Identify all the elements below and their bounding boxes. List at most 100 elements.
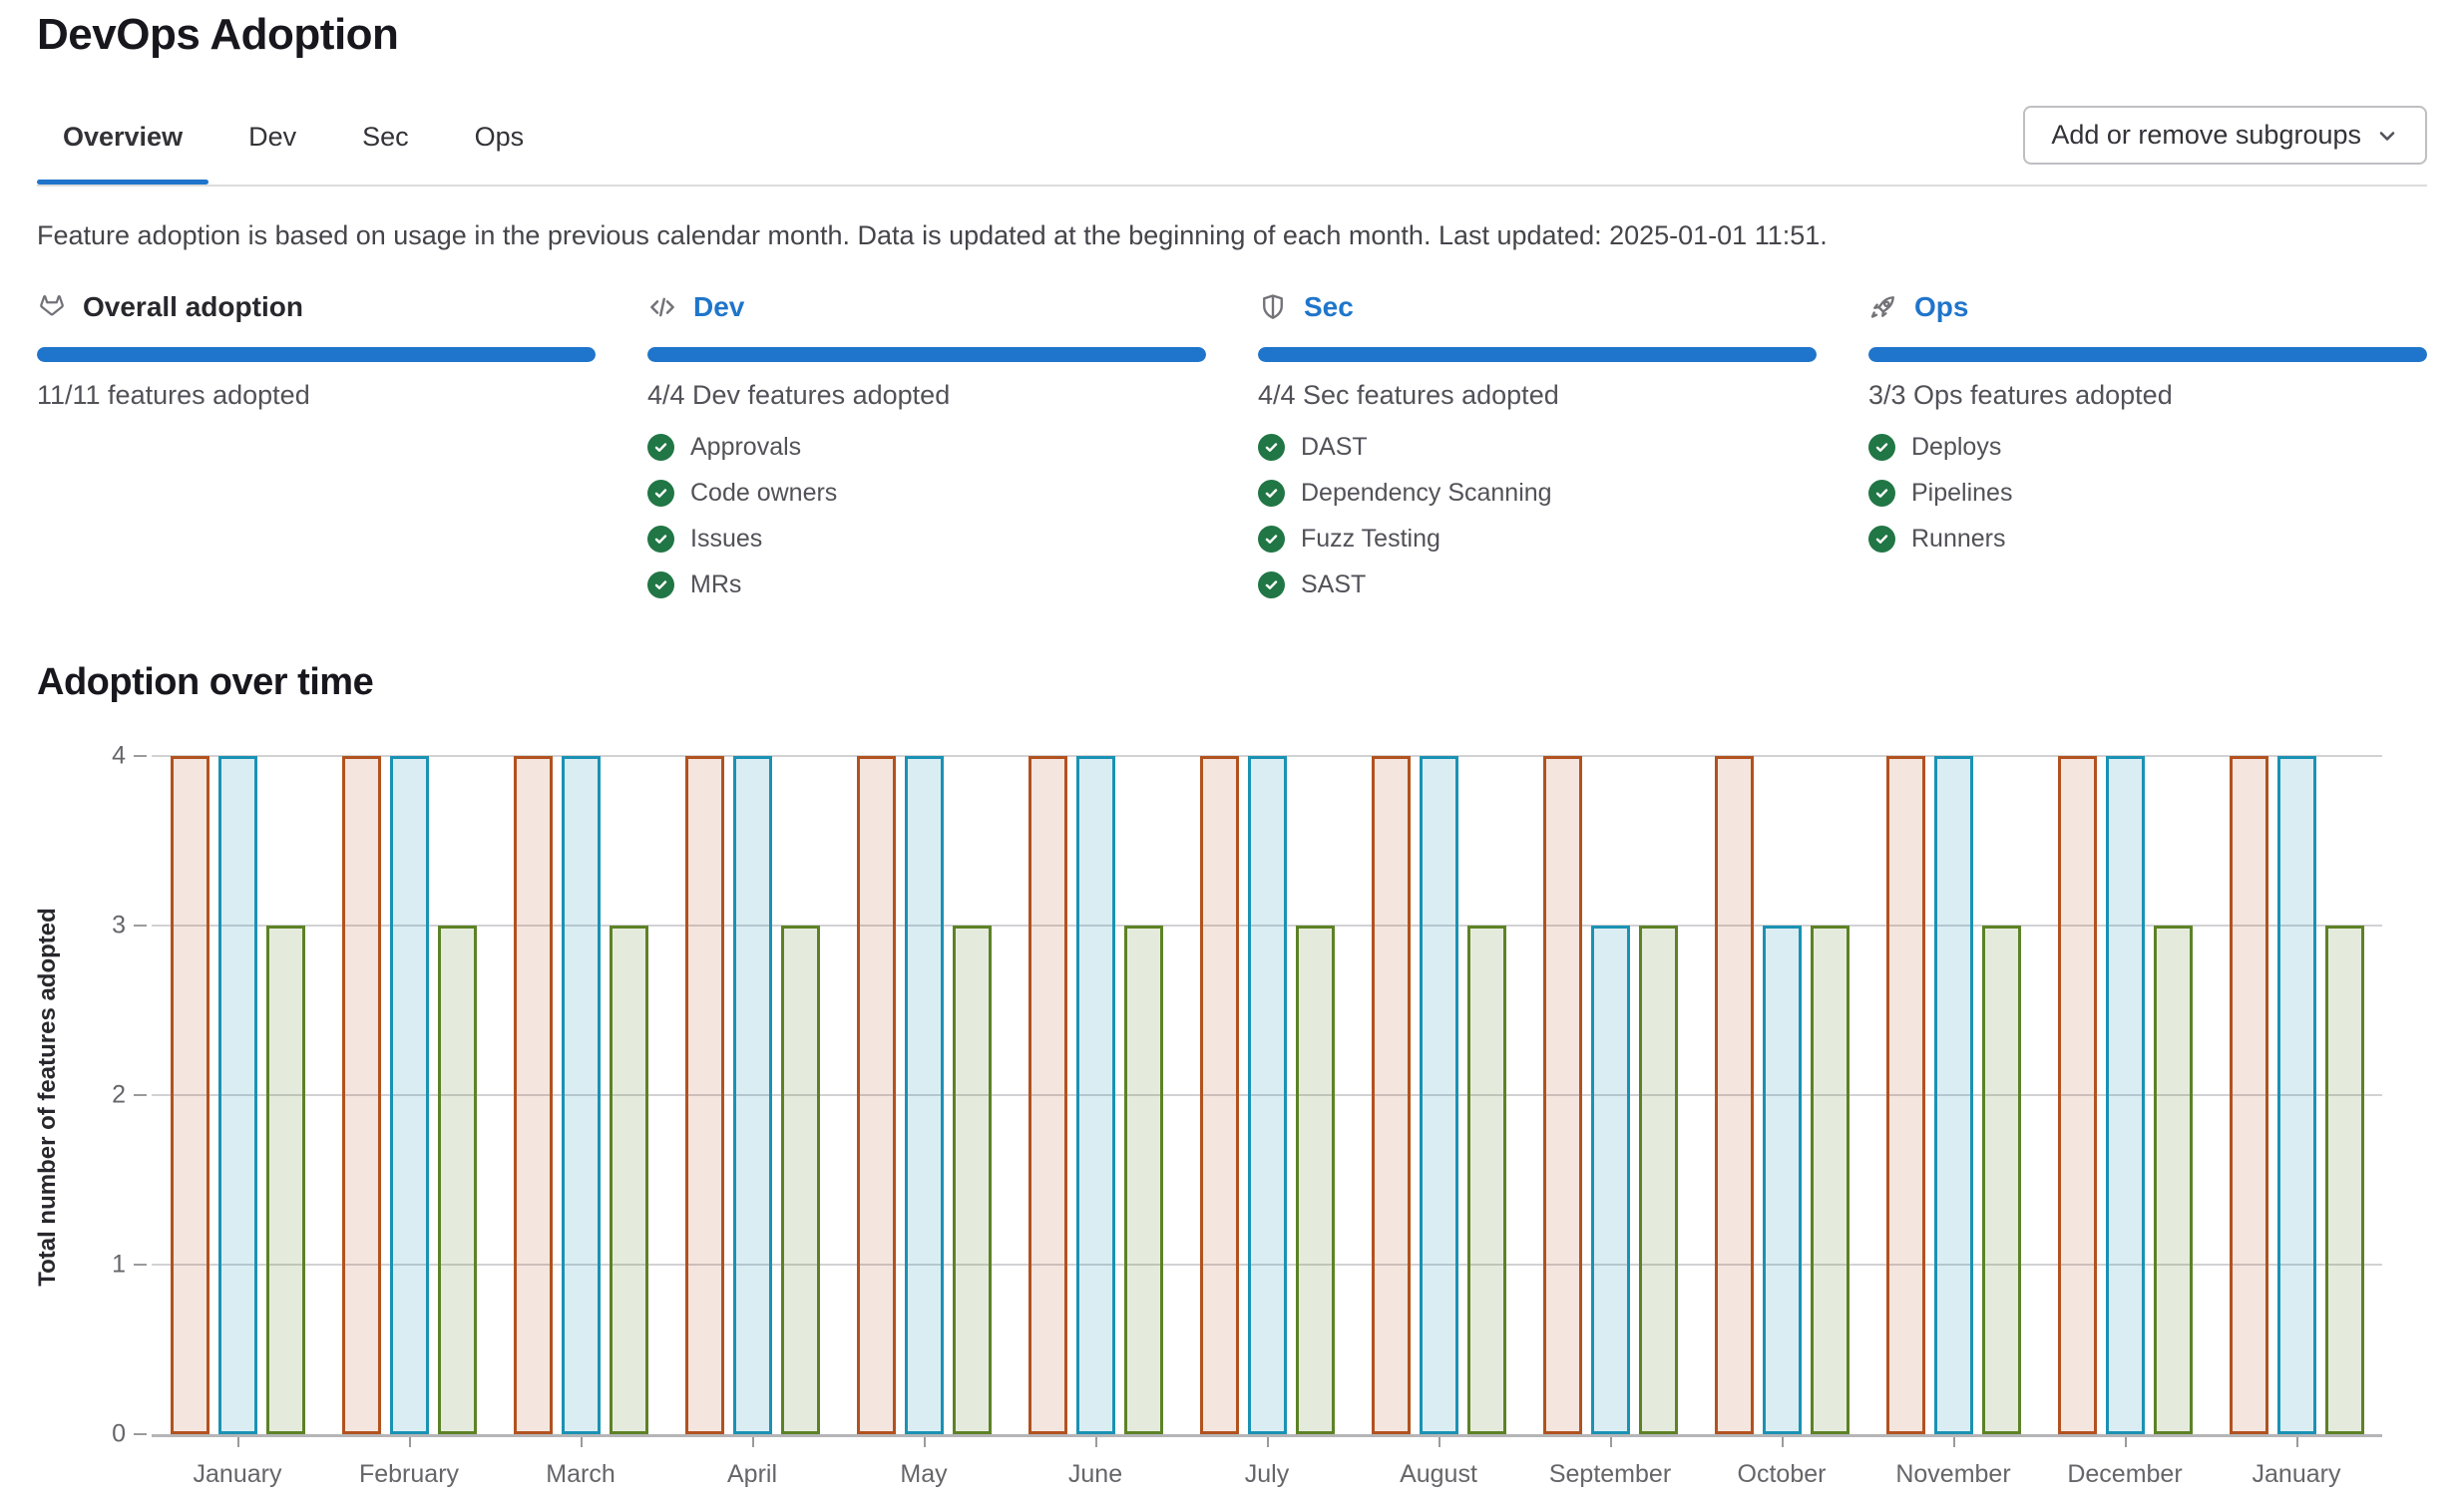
adoption-progress-fill bbox=[647, 347, 1206, 362]
bar-dev bbox=[513, 756, 553, 1434]
check-circle-icon bbox=[647, 571, 674, 598]
tab-ops[interactable]: Ops bbox=[449, 108, 551, 183]
bar-ops bbox=[1123, 926, 1163, 1434]
check-circle-icon bbox=[1258, 571, 1285, 598]
bar-ops bbox=[2153, 926, 2193, 1434]
x-axis-label: August bbox=[1400, 1460, 1477, 1488]
x-axis-label: April bbox=[726, 1460, 778, 1488]
y-tick-label: 0 bbox=[112, 1419, 126, 1448]
y-tick-label: 1 bbox=[112, 1250, 126, 1279]
gridline bbox=[152, 1264, 2382, 1266]
x-axis-label: June bbox=[1067, 1460, 1123, 1488]
feature-item: Issues bbox=[647, 525, 1206, 554]
x-tick bbox=[2125, 1437, 2127, 1447]
adoption-progress-fill bbox=[37, 347, 596, 362]
x-axis-label: July bbox=[1244, 1460, 1290, 1488]
dev-adoption-status: 4/4 Dev features adopted bbox=[647, 380, 951, 410]
ops-feature-list: Deploys Pipelines Runners bbox=[1868, 433, 2427, 554]
x-tick bbox=[752, 1437, 754, 1447]
month-group: May bbox=[838, 756, 1010, 1488]
y-tick-label: 3 bbox=[112, 911, 126, 940]
adoption-progress-fill bbox=[1868, 347, 2427, 362]
feature-item: SAST bbox=[1258, 570, 1817, 599]
dev-link[interactable]: Dev bbox=[693, 291, 745, 322]
feature-label: Deploys bbox=[1911, 433, 2002, 461]
check-circle-icon bbox=[647, 526, 674, 553]
bar-ops bbox=[265, 926, 305, 1434]
y-tick bbox=[134, 1264, 147, 1266]
month-group: March bbox=[495, 756, 666, 1488]
gridline bbox=[152, 925, 2382, 927]
bar-dev bbox=[1371, 756, 1411, 1434]
feature-label: Approvals bbox=[690, 433, 802, 461]
ops-adoption-card: Ops 3/3 Ops features adopted Deploys Pip… bbox=[1868, 291, 2427, 599]
update-info-text: Feature adoption is based on usage in th… bbox=[37, 220, 1828, 250]
x-axis-label: January bbox=[2252, 1460, 2341, 1488]
bar-ops bbox=[1810, 926, 1849, 1434]
feature-label: Runners bbox=[1911, 525, 2006, 553]
feature-item: DAST bbox=[1258, 433, 1817, 462]
month-group: September bbox=[1524, 756, 1696, 1488]
add-or-remove-subgroups-button[interactable]: Add or remove subgroups bbox=[2023, 106, 2427, 165]
check-circle-icon bbox=[1258, 434, 1285, 461]
y-tick bbox=[134, 1094, 147, 1096]
bar-ops bbox=[952, 926, 992, 1434]
plot-area: 0 1 2 3 4 January February March April May June Jul… bbox=[112, 742, 2382, 1488]
adoption-progress-fill bbox=[1258, 347, 1817, 362]
bar-ops bbox=[609, 926, 648, 1434]
summary-cards: Overall adoption 11/11 features adopted … bbox=[37, 291, 2427, 599]
bar-dev bbox=[341, 756, 381, 1434]
overall-adoption-title: Overall adoption bbox=[83, 291, 303, 322]
dev-progress-bar bbox=[647, 347, 1206, 362]
bar-sec bbox=[1075, 756, 1115, 1434]
sec-feature-list: DAST Dependency Scanning Fuzz Testing SA… bbox=[1258, 433, 1817, 599]
sec-adoption-card: Sec 4/4 Sec features adopted DAST Depend… bbox=[1258, 291, 1817, 599]
bar-sec bbox=[2105, 756, 2145, 1434]
feature-label: Fuzz Testing bbox=[1301, 525, 1440, 553]
x-tick bbox=[1953, 1437, 1955, 1447]
check-circle-icon bbox=[1258, 480, 1285, 507]
sec-progress-bar bbox=[1258, 347, 1817, 362]
bar-sec bbox=[1590, 926, 1630, 1434]
x-axis-label: September bbox=[1548, 1460, 1672, 1488]
month-group: July bbox=[1181, 756, 1353, 1488]
chevron-down-icon bbox=[2375, 124, 2399, 148]
x-axis-label: December bbox=[2067, 1460, 2183, 1488]
dev-adoption-card: Dev 4/4 Dev features adopted Approvals C… bbox=[647, 291, 1206, 599]
check-circle-icon bbox=[1868, 434, 1895, 461]
sec-link[interactable]: Sec bbox=[1304, 291, 1354, 322]
month-group: January bbox=[152, 756, 323, 1488]
feature-item: Pipelines bbox=[1868, 479, 2427, 508]
tab-dev[interactable]: Dev bbox=[222, 108, 322, 183]
month-group: December bbox=[2039, 756, 2211, 1488]
tabs: Overview Dev Sec Ops bbox=[37, 108, 551, 185]
tab-overview[interactable]: Overview bbox=[37, 108, 209, 185]
feature-item: Code owners bbox=[647, 479, 1206, 508]
month-group: January bbox=[2211, 756, 2382, 1488]
bar-dev bbox=[2229, 756, 2268, 1434]
bar-ops bbox=[780, 926, 820, 1434]
bar-sec bbox=[1762, 926, 1802, 1434]
feature-label: DAST bbox=[1301, 433, 1368, 461]
x-axis-label: May bbox=[900, 1460, 948, 1488]
bar-sec bbox=[561, 756, 601, 1434]
tab-sec[interactable]: Sec bbox=[336, 108, 435, 183]
overall-adoption-card: Overall adoption 11/11 features adopted bbox=[37, 291, 596, 599]
y-tick bbox=[134, 1433, 147, 1435]
y-tick-label: 4 bbox=[112, 741, 126, 770]
bar-dev bbox=[1542, 756, 1582, 1434]
bar-sec bbox=[217, 756, 257, 1434]
bar-dev bbox=[1885, 756, 1925, 1434]
dev-feature-list: Approvals Code owners Issues MRs bbox=[647, 433, 1206, 599]
feature-label: MRs bbox=[690, 570, 742, 598]
month-group: October bbox=[1696, 756, 1867, 1488]
overall-adoption-status: 11/11 features adopted bbox=[37, 380, 310, 410]
bar-dev bbox=[1027, 756, 1067, 1434]
x-tick bbox=[2296, 1437, 2298, 1447]
ops-link[interactable]: Ops bbox=[1914, 291, 1969, 322]
page-title: DevOps Adoption bbox=[37, 10, 399, 59]
x-tick bbox=[1782, 1437, 1784, 1447]
bar-sec bbox=[904, 756, 944, 1434]
tanuki-icon bbox=[37, 292, 67, 322]
bar-ops bbox=[1638, 926, 1678, 1434]
